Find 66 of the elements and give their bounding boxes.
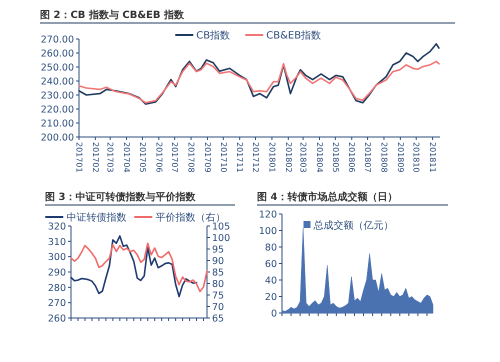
chart-title: 图 3：中证可转债指数与平价指数 [45, 191, 196, 203]
y-tick-label: 260 [48, 314, 66, 324]
x-tick-label: 201706 [154, 142, 164, 173]
y2-tick-label: 80 [212, 279, 224, 290]
y2-tick-label: 95 [212, 244, 224, 256]
y-tick-label: 100 [258, 226, 277, 237]
x-tick-label: 201702 [90, 142, 100, 173]
x-tick-label: 201805 [330, 142, 340, 173]
y2-tick-label: 70 [212, 302, 224, 313]
y-tick-label: 0 [270, 308, 277, 320]
y-tick-label: 20 [264, 292, 277, 303]
legend-label: CB&EB指数 [266, 30, 322, 42]
line-series [70, 242, 208, 292]
x-tick-label: 201707 [170, 142, 180, 173]
x-tick-label: 201809 [396, 142, 405, 173]
y2-tick-label: 105 [212, 222, 230, 232]
y-tick-label: 280 [48, 282, 66, 294]
x-tick-label: 201806 [347, 142, 356, 173]
y2-tick-label: 100 [212, 233, 230, 244]
legend-label: 中证转债指数 [66, 212, 126, 224]
y-tick-label: 220.00 [40, 104, 74, 116]
y-tick-label: 260.00 [40, 48, 74, 60]
y-tick-label: 240.00 [40, 76, 74, 88]
x-tick-label: 201709 [202, 142, 212, 173]
y2-tick-label: 90 [212, 256, 224, 267]
legend-label: 平价指数（右） [155, 212, 226, 224]
y-tick-label: 310 [48, 236, 66, 248]
y-tick-label: 230.00 [40, 90, 74, 102]
y2-tick-label: 75 [212, 290, 224, 302]
line-series [78, 60, 440, 104]
y-tick-label: 40 [264, 276, 277, 286]
x-tick-label: 201803 [298, 142, 308, 173]
x-tick-label: 201808 [379, 142, 388, 173]
x-tick-label: 201711 [235, 142, 244, 173]
chart-title: 图 2：CB 指数与 CB&EB 指数 [40, 9, 185, 21]
y2-tick-label: 65 [212, 314, 224, 324]
y-tick-label: 270 [48, 298, 66, 310]
chart-title: 图 4：转债市场总成交额（日） [257, 191, 398, 203]
y-tick-label: 60 [264, 259, 277, 270]
y-tick-label: 270.00 [40, 34, 74, 46]
legend-label: 总成交额（亿元） [312, 220, 394, 232]
y-tick-label: 250.00 [40, 62, 74, 74]
x-tick-label: 201802 [284, 142, 293, 173]
y-tick-label: 120 [258, 210, 277, 220]
y-tick-label: 290 [48, 268, 66, 278]
x-tick-label: 201807 [363, 142, 372, 173]
y2-tick-label: 85 [212, 268, 224, 278]
x-tick-label: 201712 [251, 142, 260, 173]
x-tick-label: 201710 [218, 142, 228, 173]
x-tick-label: 201801 [267, 142, 276, 173]
y-tick-label: 80 [264, 242, 277, 254]
x-tick-label: 201704 [122, 142, 132, 173]
y-tick-label: 320 [48, 222, 66, 232]
x-tick-label: 201708 [186, 142, 196, 173]
y-tick-label: 200.00 [40, 132, 74, 144]
x-tick-label: 201811 [428, 142, 438, 173]
line-series [78, 43, 440, 105]
y-tick-label: 300 [48, 252, 66, 264]
x-tick-label: 201705 [138, 142, 147, 173]
x-tick-label: 201810 [412, 142, 421, 173]
legend-label: CB指数 [196, 30, 230, 42]
x-tick-label: 201701 [74, 142, 84, 173]
x-tick-label: 201804 [314, 142, 324, 173]
y-tick-label: 210.00 [40, 118, 74, 130]
x-tick-label: 201703 [106, 142, 115, 173]
line-series [70, 235, 198, 298]
